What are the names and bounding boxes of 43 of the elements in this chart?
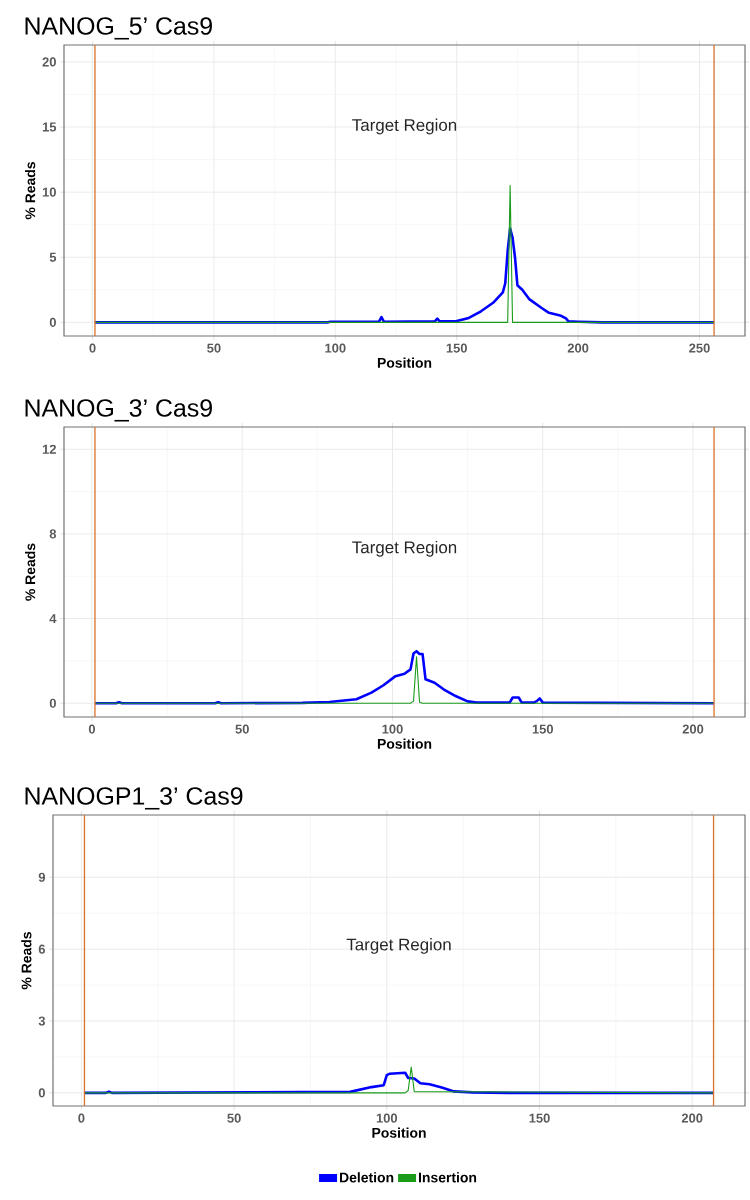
y-tick-label: 20 — [42, 57, 56, 67]
annotation: Target Region — [352, 540, 457, 557]
x-axis-title: Position — [372, 1127, 426, 1138]
y-tick-label: 0 — [49, 698, 56, 708]
annotation: Target Region — [346, 938, 451, 954]
x-tick-label: 50 — [207, 343, 221, 353]
y-tick-label: 3 — [38, 1016, 46, 1026]
y-tick-label: 0 — [49, 317, 56, 327]
x-tick-label: 0 — [89, 343, 96, 353]
x-tick-label: 150 — [529, 1113, 550, 1123]
legend-label: Deletion — [339, 1172, 394, 1183]
y-tick-label: 12 — [42, 444, 56, 454]
annotation: Target Region — [352, 118, 457, 135]
y-axis-title: % Reads — [24, 543, 36, 601]
x-tick-label: 100 — [376, 1113, 398, 1123]
y-tick-label: 6 — [38, 944, 46, 954]
x-axis-title: Position — [377, 738, 432, 749]
x-tick-label: 0 — [88, 724, 96, 734]
chart-title: NANOG_5’ Cas9 — [25, 17, 212, 40]
x-tick-label: 50 — [235, 724, 249, 734]
chart-title: NANOGP1_3’ Cas9 — [25, 787, 243, 810]
y-tick-label: 4 — [49, 614, 57, 624]
x-tick-label: 100 — [382, 724, 403, 734]
x-axis-title: Position — [377, 357, 432, 368]
chart-title: NANOG_3’ Cas9 — [25, 399, 212, 422]
x-tick-label: 200 — [682, 724, 704, 734]
y-axis-title: % Reads — [24, 162, 36, 220]
y-tick-label: 0 — [38, 1088, 45, 1098]
x-tick-label: 0 — [78, 1113, 85, 1123]
y-tick-label: 8 — [49, 529, 57, 539]
y-tick-label: 5 — [49, 252, 57, 262]
x-tick-label: 100 — [325, 343, 346, 353]
y-tick-label: 15 — [42, 122, 57, 132]
x-tick-label: 150 — [446, 343, 467, 353]
x-tick-label: 250 — [689, 343, 710, 353]
x-tick-label: 50 — [227, 1113, 241, 1123]
x-tick-label: 200 — [567, 343, 589, 353]
x-tick-label: 200 — [681, 1113, 703, 1123]
legend-label: Insertion — [419, 1172, 477, 1183]
y-axis-title: % Reads — [21, 932, 32, 990]
y-tick-label: 10 — [42, 187, 56, 197]
y-tick-label: 9 — [38, 872, 45, 882]
x-tick-label: 150 — [532, 724, 554, 734]
